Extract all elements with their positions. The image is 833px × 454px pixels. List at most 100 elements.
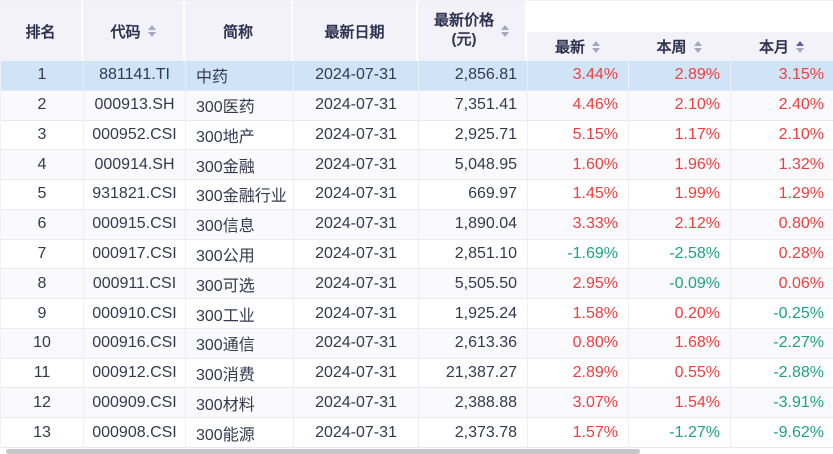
cell-date: 2024-07-31: [294, 90, 419, 121]
cell-date: 2024-07-31: [294, 358, 419, 389]
cell-date: 2024-07-31: [294, 418, 419, 448]
cell-price: 1,890.04: [419, 209, 528, 240]
cell-month-pct: -3.91%: [731, 388, 833, 419]
cell-rank: 7: [1, 239, 84, 270]
cell-name: 中药: [186, 61, 294, 91]
cell-rank: 4: [1, 150, 84, 181]
header-group-week: 本周: [628, 1, 730, 61]
cell-date: 2024-07-31: [294, 61, 419, 91]
header-week-pct[interactable]: 本周: [628, 32, 730, 61]
cell-month-pct: 0.28%: [731, 240, 833, 270]
cell-rank: 10: [1, 328, 84, 359]
sort-icon[interactable]: [693, 40, 702, 53]
table-row[interactable]: 11 000912.CSI 300消费 2024-07-31 21,387.27…: [1, 358, 833, 389]
cell-name: 300通信: [186, 328, 294, 359]
cell-date: 2024-07-31: [294, 239, 419, 270]
cell-latest-pct: 3.44%: [528, 61, 629, 91]
cell-latest-pct: 5.15%: [528, 120, 629, 151]
header-code[interactable]: 代码: [83, 1, 185, 61]
cell-code: 000916.CSI: [84, 328, 186, 359]
header-month-pct[interactable]: 本月: [730, 32, 833, 61]
cell-rank: 1: [1, 61, 84, 91]
cell-rank: 11: [1, 358, 84, 389]
cell-code: 000912.CSI: [84, 358, 186, 389]
sort-icon[interactable]: [796, 40, 804, 53]
cell-latest-pct: 2.89%: [528, 358, 629, 389]
table-row[interactable]: 6 000915.CSI 300信息 2024-07-31 1,890.04 3…: [1, 209, 833, 240]
header-label: 最新价格 (元): [433, 12, 494, 48]
cell-month-pct: 2.40%: [731, 91, 833, 121]
sort-icon[interactable]: [147, 25, 156, 37]
cell-price: 5,048.95: [419, 150, 528, 181]
cell-month-pct: 0.06%: [731, 269, 833, 300]
header-latest-pct[interactable]: 最新: [527, 32, 628, 61]
cell-latest-pct: 0.80%: [528, 328, 629, 359]
table-row[interactable]: 10 000916.CSI 300通信 2024-07-31 2,613.36 …: [1, 328, 833, 359]
table-row[interactable]: 1 881141.TI 中药 2024-07-31 2,856.81 3.44%…: [1, 61, 833, 91]
cell-price: 7,351.41: [419, 90, 528, 121]
header-spacer: [628, 1, 730, 32]
cell-latest-pct: 4.46%: [528, 90, 629, 121]
cell-code: 000914.SH: [84, 150, 186, 181]
cell-latest-pct: -1.69%: [528, 239, 629, 270]
cell-week-pct: 1.17%: [629, 120, 731, 151]
cell-price: 669.97: [419, 180, 528, 210]
cell-latest-pct: 1.58%: [528, 299, 629, 329]
table-row[interactable]: 2 000913.SH 300医药 2024-07-31 7,351.41 4.…: [1, 90, 833, 121]
scrollbar-thumb[interactable]: [6, 449, 640, 454]
cell-price: 2,388.88: [419, 388, 528, 419]
cell-date: 2024-07-31: [294, 150, 419, 181]
cell-latest-pct: 1.57%: [528, 418, 629, 448]
cell-rank: 8: [1, 269, 84, 300]
table-row[interactable]: 13 000908.CSI 300能源 2024-07-31 2,373.78 …: [1, 418, 833, 448]
cell-price: 2,856.81: [419, 61, 528, 91]
header-label: 本周: [656, 39, 687, 56]
cell-latest-pct: 1.45%: [528, 180, 629, 210]
sort-icon[interactable]: [592, 40, 600, 53]
cell-week-pct: -0.09%: [629, 269, 731, 300]
sort-icon[interactable]: [501, 25, 509, 37]
cell-code: 931821.CSI: [84, 180, 186, 210]
table-row[interactable]: 5 931821.CSI 300金融行业 2024-07-31 669.97 1…: [1, 180, 833, 210]
cell-rank: 6: [1, 209, 84, 240]
cell-week-pct: 1.68%: [629, 328, 731, 359]
cell-rank: 3: [1, 120, 84, 151]
table-row[interactable]: 8 000911.CSI 300可选 2024-07-31 5,505.50 2…: [1, 269, 833, 300]
table-row[interactable]: 4 000914.SH 300金融 2024-07-31 5,048.95 1.…: [1, 150, 833, 181]
cell-date: 2024-07-31: [294, 328, 419, 359]
table-row[interactable]: 3 000952.CSI 300地产 2024-07-31 2,925.71 5…: [1, 120, 833, 151]
cell-rank: 2: [1, 90, 84, 121]
cell-code: 000913.SH: [84, 90, 186, 121]
cell-name: 300地产: [186, 120, 294, 151]
cell-name: 300消费: [186, 358, 294, 389]
cell-date: 2024-07-31: [294, 269, 419, 300]
cell-price: 5,505.50: [419, 269, 528, 300]
cell-month-pct: 1.29%: [731, 180, 833, 210]
horizontal-scrollbar: [0, 448, 833, 454]
cell-month-pct: -9.62%: [731, 418, 833, 448]
cell-price: 21,387.27: [419, 358, 528, 389]
cell-name: 300公用: [186, 239, 294, 270]
table-row[interactable]: 7 000917.CSI 300公用 2024-07-31 2,851.10 -…: [1, 239, 833, 270]
cell-date: 2024-07-31: [294, 120, 419, 151]
table-row[interactable]: 9 000910.CSI 300工业 2024-07-31 1,925.24 1…: [1, 299, 833, 329]
cell-name: 300可选: [186, 269, 294, 300]
cell-latest-pct: 3.33%: [528, 209, 629, 240]
cell-name: 300金融行业: [186, 180, 294, 210]
table-row[interactable]: 12 000909.CSI 300材料 2024-07-31 2,388.88 …: [1, 388, 833, 419]
cell-code: 000915.CSI: [84, 209, 186, 240]
cell-code: 000911.CSI: [84, 269, 186, 300]
cell-price: 2,373.78: [419, 418, 528, 448]
cell-week-pct: 1.96%: [629, 150, 731, 181]
cell-date: 2024-07-31: [294, 180, 419, 210]
header-group-latest: 最新: [527, 1, 628, 61]
header-price[interactable]: 最新价格 (元): [418, 1, 527, 61]
cell-price: 1,925.24: [419, 299, 528, 329]
cell-week-pct: -1.27%: [629, 418, 731, 448]
header-label: 本月: [758, 39, 789, 56]
cell-week-pct: 1.99%: [629, 180, 731, 210]
cell-price: 2,613.36: [419, 328, 528, 359]
cell-date: 2024-07-31: [294, 388, 419, 419]
header-label: 最新: [554, 39, 585, 56]
